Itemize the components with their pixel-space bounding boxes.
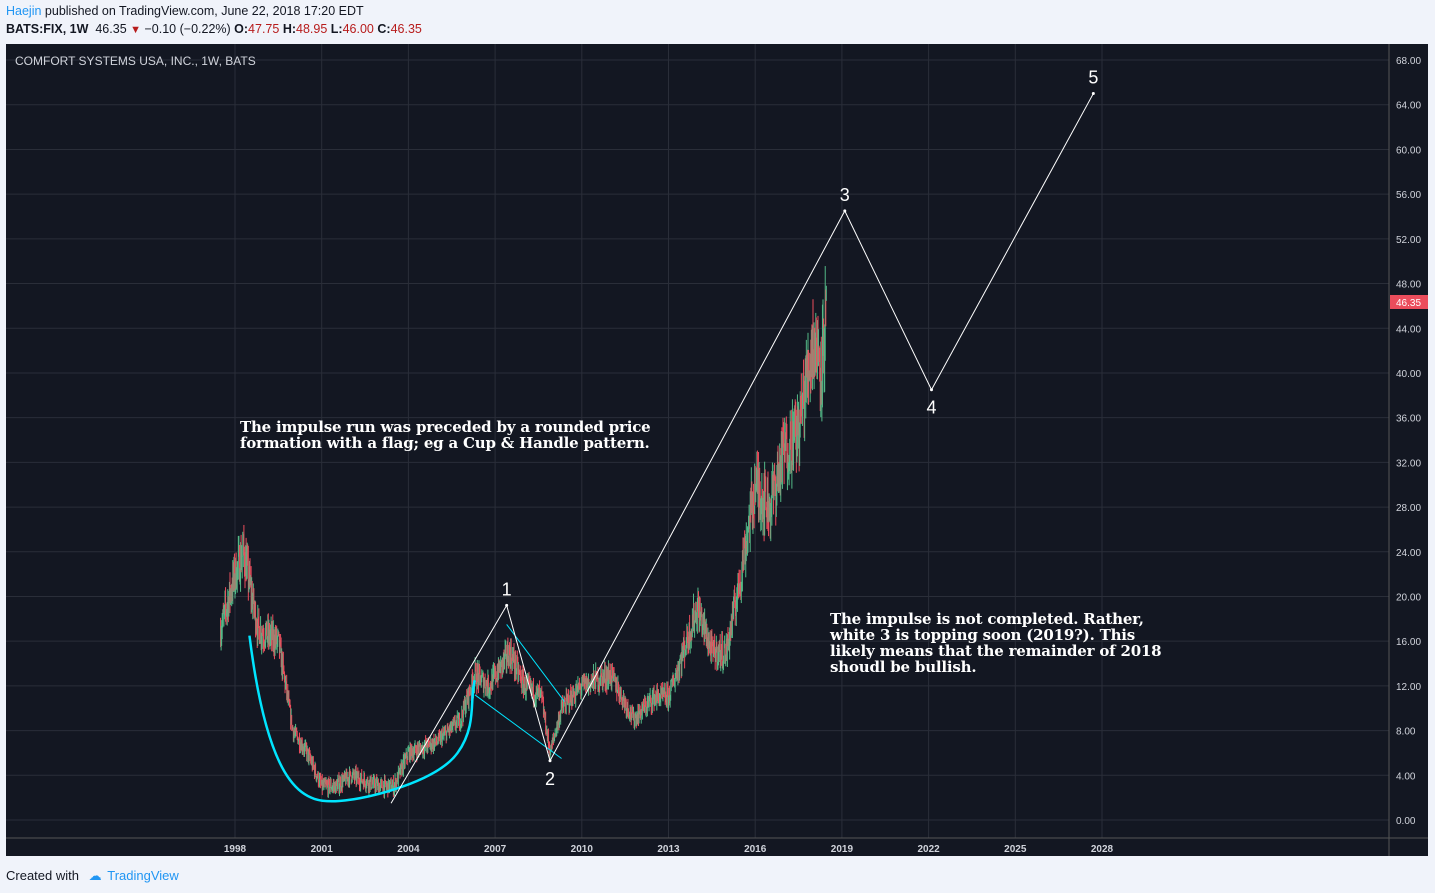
last-price-tag — [1390, 294, 1428, 309]
c-label: C: — [377, 22, 391, 36]
y-tick-label: 44.00 — [1396, 324, 1421, 335]
y-tick-label: 40.00 — [1396, 369, 1421, 380]
y-tick-label: 16.00 — [1396, 637, 1421, 648]
last-price-label: 46.35 — [1396, 298, 1421, 309]
open: 47.75 — [248, 22, 280, 36]
annotation-text: The impulse is not completed. Rather, wh… — [830, 610, 1162, 676]
down-arrow-icon: ▼ — [130, 24, 142, 36]
y-tick-label: 20.00 — [1396, 592, 1421, 603]
y-tick-label: 56.00 — [1396, 190, 1421, 201]
x-tick-label: 2019 — [831, 844, 854, 855]
tradingview-logo-icon[interactable]: ☁ — [88, 868, 102, 883]
x-tick-label: 2010 — [571, 844, 594, 855]
x-tick-label: 2025 — [1004, 844, 1027, 855]
l-label: L: — [330, 22, 343, 36]
footer: Created with ☁ TradingView — [6, 868, 179, 884]
wave-label: 2 — [545, 769, 555, 789]
wave-label: 4 — [926, 398, 936, 418]
wave-label: 3 — [840, 185, 850, 205]
wave-point — [505, 603, 509, 607]
y-tick-label: 8.00 — [1396, 727, 1416, 738]
y-tick-label: 24.00 — [1396, 548, 1421, 559]
y-tick-label: 68.00 — [1396, 56, 1421, 67]
x-tick-label: 2007 — [484, 844, 507, 855]
x-tick-label: 1998 — [224, 844, 247, 855]
change: −0.10 (−0.22%) — [144, 22, 231, 36]
x-tick-label: 2001 — [311, 844, 334, 855]
tradingview-link[interactable]: TradingView — [107, 868, 179, 883]
y-tick-label: 28.00 — [1396, 503, 1421, 514]
flag-line-upper — [506, 624, 565, 702]
x-tick-label: 2028 — [1091, 844, 1114, 855]
publish-text: published on TradingView.com, June 22, 2… — [44, 4, 364, 18]
y-tick-label: 48.00 — [1396, 280, 1421, 291]
chart-title: COMFORT SYSTEMS USA, INC., 1W, BATS — [15, 54, 256, 68]
close: 46.35 — [390, 22, 422, 36]
cup-curve — [248, 635, 477, 803]
last-price: 46.35 — [95, 22, 127, 36]
h-label: H: — [282, 22, 297, 36]
wave-point — [843, 209, 847, 213]
wave-label: 5 — [1088, 68, 1098, 88]
y-tick-label: 0.00 — [1396, 816, 1416, 827]
symbol: BATS:FIX, 1W — [6, 22, 89, 36]
high: 48.95 — [296, 22, 328, 36]
wave-point — [929, 388, 933, 392]
x-tick-label: 2022 — [917, 844, 940, 855]
created-with: Created with — [6, 868, 79, 883]
x-tick-label: 2013 — [657, 844, 680, 855]
y-tick-label: 36.00 — [1396, 414, 1421, 425]
wave-label: 1 — [502, 579, 512, 599]
o-label: O: — [234, 22, 249, 36]
low: 46.00 — [342, 22, 374, 36]
y-tick-label: 60.00 — [1396, 145, 1421, 156]
y-tick-label: 12.00 — [1396, 682, 1421, 693]
wave-point — [548, 759, 552, 763]
x-tick-label: 2004 — [397, 844, 420, 855]
y-tick-label: 52.00 — [1396, 235, 1421, 246]
flag-line-lower — [474, 694, 562, 759]
publish-info: Haejin published on TradingView.com, Jun… — [6, 4, 364, 18]
symbol-info: BATS:FIX, 1W 46.35 ▼ −0.10 (−0.22%) O:47… — [6, 22, 422, 36]
wave-point — [1091, 92, 1095, 96]
price-chart[interactable]: 0.00 4.00 8.00 12.00 16.00 20.00 24.00 28.00 32.… — [6, 44, 1428, 856]
x-tick-label: 2016 — [744, 844, 767, 855]
author-link[interactable]: Haejin — [6, 4, 42, 18]
y-tick-label: 32.00 — [1396, 458, 1421, 469]
chart-panel[interactable]: 0.00 4.00 8.00 12.00 16.00 20.00 24.00 28.00 32.… — [6, 44, 1428, 856]
y-tick-label: 4.00 — [1396, 771, 1416, 782]
elliott-wave-line — [390, 93, 1094, 804]
annotation-text: The impulse run was preceded by a rounde… — [240, 418, 651, 452]
y-tick-label: 64.00 — [1396, 101, 1421, 112]
